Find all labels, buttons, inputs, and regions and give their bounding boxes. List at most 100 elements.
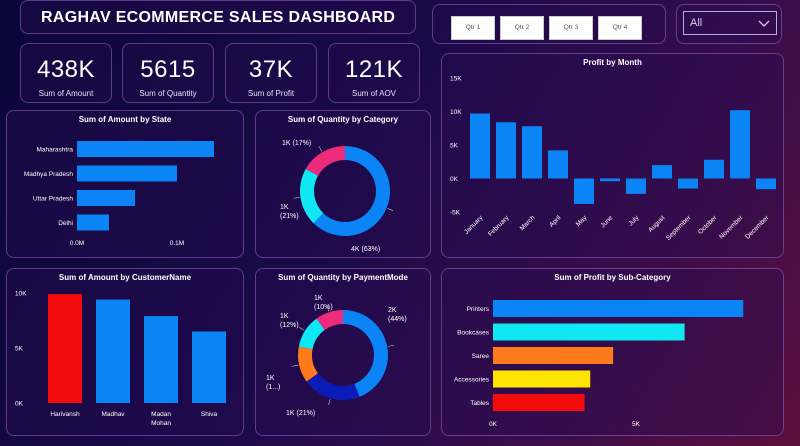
slice-label: 2K (44%) [388, 307, 407, 323]
bar [678, 178, 698, 189]
kpi-value: 438K [36, 56, 96, 83]
qtr4-button[interactable]: Qtr 4 [598, 16, 642, 40]
chart-title: Sum of Amount by State [78, 115, 172, 124]
filter-panel: All [676, 4, 782, 44]
category-label: December [744, 214, 771, 241]
slice-label: 1K (12%) [280, 313, 299, 329]
tick-label: 10K [450, 109, 462, 116]
bar [493, 323, 685, 341]
category-label: Madhav [101, 411, 125, 418]
slice-label: 1K (21%) [286, 410, 315, 417]
bar [493, 347, 614, 364]
dashboard-title: RAGHAV ECOMMERCE SALES DASHBOARD [41, 9, 396, 26]
kpi-label: Sum of Quantity [139, 89, 197, 98]
chart-title: Sum of Quantity by Category [287, 115, 399, 124]
bar [493, 394, 585, 411]
chart-title: Profit by Month [583, 58, 642, 67]
category-label: September [665, 214, 693, 242]
category-label: Harivansh [50, 411, 80, 418]
leader-line [328, 399, 331, 406]
bar [48, 294, 82, 403]
kpi-value: 121K [344, 56, 404, 83]
category-label: April [548, 214, 563, 229]
customer-bar-chart: 10K 5K 0K Harivansh Madhav Madan Mohan Shiva [15, 291, 226, 427]
bar [730, 110, 750, 179]
tick-label: 5K [450, 143, 459, 150]
slice-label: 1K (17%) [282, 140, 311, 147]
payment-donut-chart: 2K (44%) 1K (21%) 1K (1...) 1K (12%) 1K (10%) [266, 295, 407, 417]
category-label: June [599, 214, 614, 229]
leader-line [292, 364, 299, 367]
leader-line [293, 197, 300, 199]
tick-label: 10K [15, 291, 27, 298]
category-label: November [718, 214, 745, 241]
leader-line [388, 344, 395, 347]
leader-line [318, 145, 323, 152]
tick-label: 5K [632, 421, 641, 428]
payment-chart-panel: Sum of Quantity by PaymentMode 2K (44%) 1K… [255, 268, 431, 436]
tick-label: 5K [15, 346, 24, 353]
category-donut-chart: 4K (63%) 1K (21%) 1K (17%) [280, 140, 394, 253]
customer-chart-panel: Sum of Amount by CustomerName 10K 5K 0K Har… [6, 268, 244, 436]
bar [522, 126, 542, 179]
category-label: Tables [470, 400, 490, 407]
bar [493, 300, 744, 317]
tick-label: 0K [450, 176, 459, 183]
bar [144, 316, 178, 403]
kpi-card-quantity: 5615 Sum of Quantity [122, 43, 214, 103]
kpi-value: 5615 [140, 56, 196, 83]
category-label: July [627, 214, 641, 228]
qtr2-button[interactable]: Qtr 2 [500, 16, 544, 40]
state-chart-panel: Sum of Amount by State Maharashtra Madhya… [6, 110, 244, 258]
slice-label: 1K (21%) [280, 204, 299, 220]
bar [192, 331, 226, 403]
filter-dropdown[interactable]: All [683, 11, 777, 35]
category-label: Madan Mohan [151, 411, 171, 427]
tick-label: -5K [450, 210, 461, 217]
bar [493, 370, 591, 388]
donut-slice [306, 373, 360, 400]
qtr1-button[interactable]: Qtr 1 [451, 16, 495, 40]
slice-label: 1K (1...) [266, 375, 280, 391]
qtr3-button[interactable]: Qtr 3 [549, 16, 593, 40]
bar [77, 165, 177, 182]
bar [77, 190, 135, 206]
bar [548, 150, 568, 179]
category-label: Shiva [201, 411, 218, 418]
bar [626, 178, 646, 194]
bar [77, 141, 214, 157]
filter-selected-value: All [690, 17, 703, 29]
category-label: March [519, 214, 537, 232]
category-label: Accessories [454, 377, 490, 384]
slice-label: 1K (10%) [314, 295, 333, 311]
bar [756, 178, 776, 190]
kpi-card-profit: 37K Sum of Profit [225, 43, 317, 103]
donut-slice [305, 146, 345, 176]
tick-label: 0.0M [70, 240, 84, 247]
kpi-value: 37K [248, 56, 294, 83]
donut-slice [316, 310, 343, 330]
donut-slice [298, 346, 318, 382]
category-label: Maharashtra [37, 147, 74, 154]
leader-line [326, 305, 330, 312]
bar [574, 178, 594, 204]
bar [470, 113, 490, 179]
bar [652, 165, 672, 179]
month-chart-panel: Profit by Month 15K 10K 5K 0K -5K January Febr… [441, 53, 784, 258]
category-label: Uttar Pradesh [33, 196, 73, 203]
title-panel: RAGHAV ECOMMERCE SALES DASHBOARD [20, 0, 416, 34]
leader-line [387, 208, 394, 211]
bar [600, 178, 620, 182]
kpi-label: Sum of Profit [247, 89, 295, 98]
quarter-slicer: Qtr 1 Qtr 2 Qtr 3 Qtr 4 [432, 4, 666, 44]
chart-title: Sum of Quantity by PaymentMode [278, 273, 408, 282]
leader-line [298, 326, 305, 331]
donut-slice [298, 318, 325, 350]
category-label: October [697, 214, 719, 236]
chart-title: Sum of Amount by CustomerName [58, 273, 192, 282]
category-label: May [575, 214, 589, 228]
chevron-down-icon [758, 20, 770, 27]
kpi-card-amount: 438K Sum of Amount [20, 43, 112, 103]
category-label: January [463, 214, 485, 236]
bar [496, 122, 516, 179]
